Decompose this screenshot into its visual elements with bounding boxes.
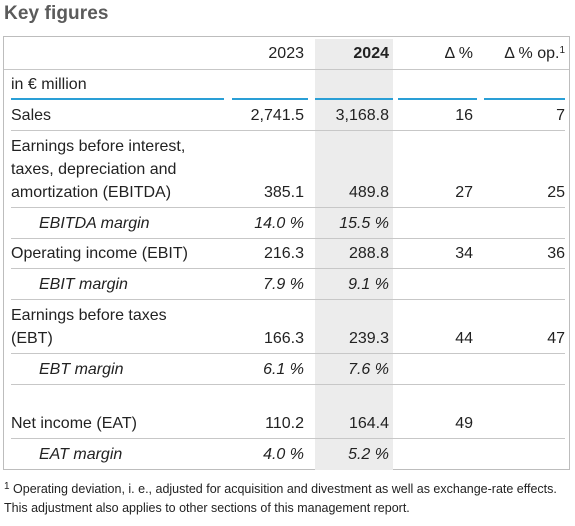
- value-2024: 9.1 %: [348, 276, 389, 293]
- value-2024: 489.8: [348, 184, 389, 201]
- value-delta-op: 36: [547, 245, 565, 262]
- row-label-line2: (EBT): [11, 330, 53, 347]
- header-rule: [484, 98, 565, 100]
- divider: [11, 353, 565, 354]
- row-label-line3: amortization (EBITDA): [11, 184, 172, 201]
- value-2023: 216.3: [263, 245, 304, 262]
- value-2023: 110.2: [265, 415, 304, 432]
- value-2023: 7.9 %: [263, 276, 304, 293]
- header-rule: [232, 98, 308, 100]
- footnote-text: Operating deviation, i. e., adjusted for…: [4, 482, 557, 515]
- value-delta-op: 25: [547, 184, 565, 201]
- row-label: EBITDA margin: [39, 215, 150, 232]
- table-frame: [3, 36, 570, 470]
- header-delta-op: Δ % op.1: [480, 42, 565, 65]
- value-2024: 239.3: [348, 330, 389, 347]
- header-rule: [11, 98, 224, 100]
- value-delta: 16: [455, 107, 473, 124]
- divider: [4, 69, 569, 70]
- unit-label: in € million: [11, 76, 87, 93]
- header-2023: 2023: [268, 45, 304, 62]
- row-label: Net income (EAT): [11, 415, 137, 432]
- value-2024: 15.5 %: [339, 215, 389, 232]
- divider: [11, 130, 565, 131]
- row-label: EAT margin: [39, 446, 123, 463]
- divider: [11, 238, 565, 239]
- header-rule: [315, 98, 393, 100]
- value-delta: 34: [455, 245, 473, 262]
- divider: [11, 438, 565, 439]
- row-label-line2: taxes, depreciation and: [11, 161, 177, 178]
- row-label: EBT margin: [39, 361, 124, 378]
- footnote-marker: 1: [4, 481, 10, 492]
- row-label: Sales: [11, 107, 52, 124]
- row-label-line1: Earnings before interest,: [11, 138, 186, 155]
- header-rule: [398, 98, 477, 100]
- value-2023: 14.0 %: [254, 215, 304, 232]
- row-label: Operating income (EBIT): [11, 245, 188, 262]
- value-2023: 6.1 %: [263, 361, 304, 378]
- value-delta-op: 47: [547, 330, 565, 347]
- value-2023: 4.0 %: [263, 446, 304, 463]
- header-delta-op-superscript: 1: [559, 45, 565, 56]
- footnote: 1 Operating deviation, i. e., adjusted f…: [4, 480, 569, 518]
- page-title: Key figures: [4, 3, 109, 24]
- header-2024: 2024: [353, 45, 389, 62]
- value-2024: 7.6 %: [348, 361, 389, 378]
- divider: [11, 299, 565, 300]
- value-2023: 166.3: [263, 330, 304, 347]
- value-2024: 164.4: [348, 415, 389, 432]
- row-label-line1: Earnings before taxes: [11, 307, 167, 324]
- value-delta: 27: [455, 184, 473, 201]
- divider: [11, 207, 565, 208]
- header-delta-op-label: Δ % op.: [504, 45, 560, 62]
- value-2023: 2,741.5: [250, 107, 304, 124]
- value-delta: 44: [455, 330, 473, 347]
- value-2023: 385.1: [263, 184, 304, 201]
- header-delta: Δ %: [444, 45, 473, 62]
- value-delta-op: 7: [556, 107, 565, 124]
- value-2024: 3,168.8: [335, 107, 389, 124]
- divider: [11, 384, 565, 385]
- divider: [11, 268, 565, 269]
- highlight-column-2024: [315, 39, 393, 470]
- row-label: EBIT margin: [39, 276, 128, 293]
- value-2024: 288.8: [348, 245, 389, 262]
- value-2024: 5.2 %: [348, 446, 389, 463]
- value-delta: 49: [455, 415, 473, 432]
